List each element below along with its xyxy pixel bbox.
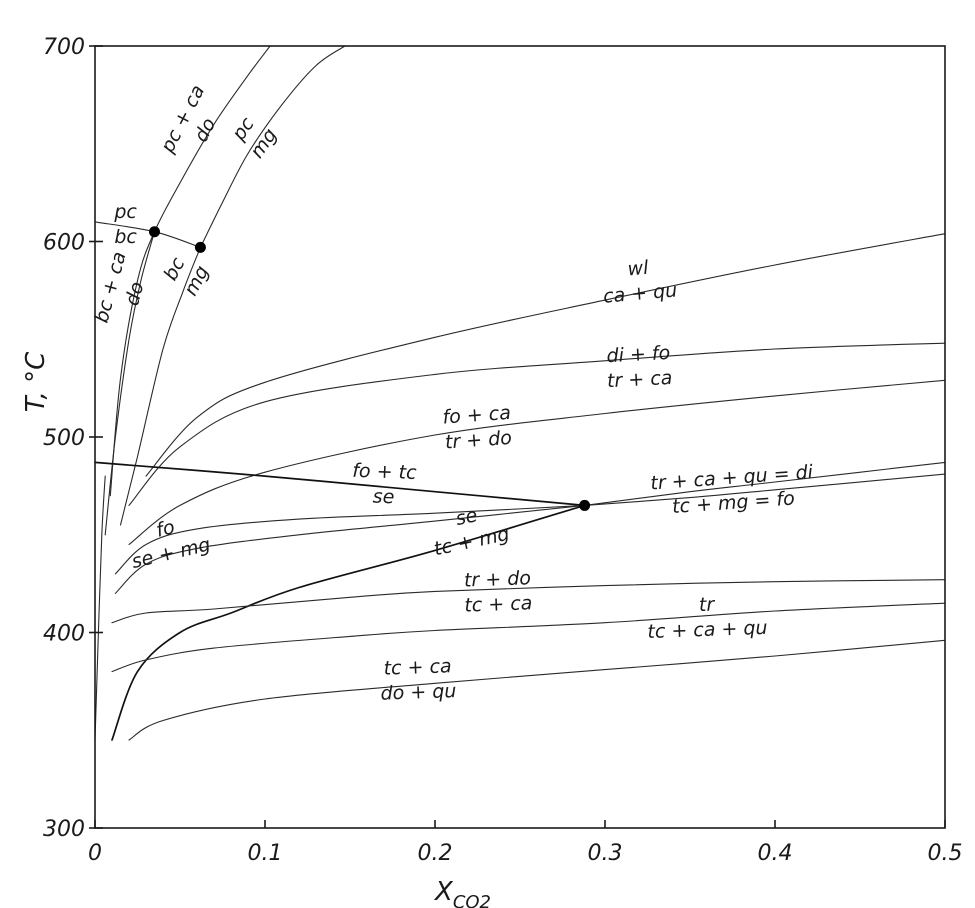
curve-pc-mg	[199, 45, 346, 248]
curve-wl-ca-qu	[145, 233, 946, 477]
curve-pc-bc	[94, 221, 201, 248]
reaction-top: fo	[154, 516, 177, 542]
curve-tr-ca-qu-di-tc-mg-fo	[584, 461, 946, 506]
curve-fo-tc-se	[94, 461, 586, 507]
reaction-bottom: bc	[114, 226, 137, 248]
curve-pc-ca-do	[109, 45, 271, 497]
curve-bc-ca-do	[104, 231, 156, 536]
y-axis-label: T, °C	[21, 351, 51, 412]
reaction-top: tr + do	[464, 567, 532, 591]
invariant-point	[149, 226, 160, 238]
invariant-points	[149, 226, 591, 511]
y-tick-label: 700	[43, 35, 85, 60]
reaction-bottom: tr + do	[444, 427, 512, 454]
curve-fo-ca-tr-do	[128, 379, 946, 546]
reaction-bottom: se + mg	[129, 534, 212, 573]
x-tick-label: 0.5	[928, 841, 963, 866]
curve-tc-ca-do-qu	[128, 639, 946, 741]
reaction-bottom: do + qu	[380, 680, 457, 705]
reaction-bottom: tc + mg	[432, 523, 511, 560]
invariant-point	[194, 241, 206, 253]
y-tick-label: 300	[43, 817, 85, 842]
reaction-top: fo + ca	[442, 402, 512, 429]
curve-left-boundary	[94, 475, 106, 741]
reaction-bottom: tc + ca + qu	[647, 617, 768, 643]
curve-bc-mg	[119, 246, 201, 526]
x-tick-label: 0.2	[418, 841, 453, 866]
invariant-point	[579, 499, 591, 511]
curve-se-tc-mg	[111, 504, 586, 741]
reaction-top: wl	[627, 257, 650, 281]
reaction-top: di + fo	[606, 342, 671, 367]
x-axis-label: XCO2	[433, 877, 491, 908]
x-tick-label: 0	[88, 841, 102, 866]
curve-tc-mg-fo-high-x	[584, 473, 946, 506]
reaction-top: pc	[113, 201, 137, 223]
reaction-bottom: do	[121, 279, 148, 308]
reaction-label: pc bc	[113, 201, 137, 248]
reaction-top: fo + tc	[352, 460, 417, 484]
y-tick-label: 600	[43, 231, 85, 256]
curve-di-fo-tr-ca	[128, 342, 946, 506]
reaction-top: tr	[699, 594, 716, 617]
plot-frame	[94, 45, 946, 829]
reaction-curves	[94, 45, 946, 741]
x-tick-label: 0.3	[588, 841, 623, 866]
y-tick-label: 500	[43, 426, 85, 451]
curve-tr-do-tc-ca	[111, 579, 946, 624]
reaction-top: se	[454, 504, 480, 530]
curve-tr-tc-ca-qu	[111, 602, 946, 673]
axis-ticks: 0 0.1 0.2 0.3 0.4 0.5 300 400 500 600 700	[43, 35, 963, 866]
reaction-bottom: tr + ca	[606, 367, 672, 392]
reaction-top: tc + ca	[383, 655, 452, 679]
reaction-bottom: ca + qu	[602, 279, 678, 307]
curve-fo-se-mg-upper	[114, 504, 586, 575]
x-tick-label: 0.4	[758, 841, 793, 866]
x-tick-label: 0.1	[248, 841, 283, 866]
reaction-bottom: se	[372, 486, 394, 509]
y-tick-label: 400	[43, 622, 85, 647]
curve-fo-se-mg-lower	[114, 504, 586, 594]
reaction-bottom: tc + ca	[464, 592, 533, 616]
